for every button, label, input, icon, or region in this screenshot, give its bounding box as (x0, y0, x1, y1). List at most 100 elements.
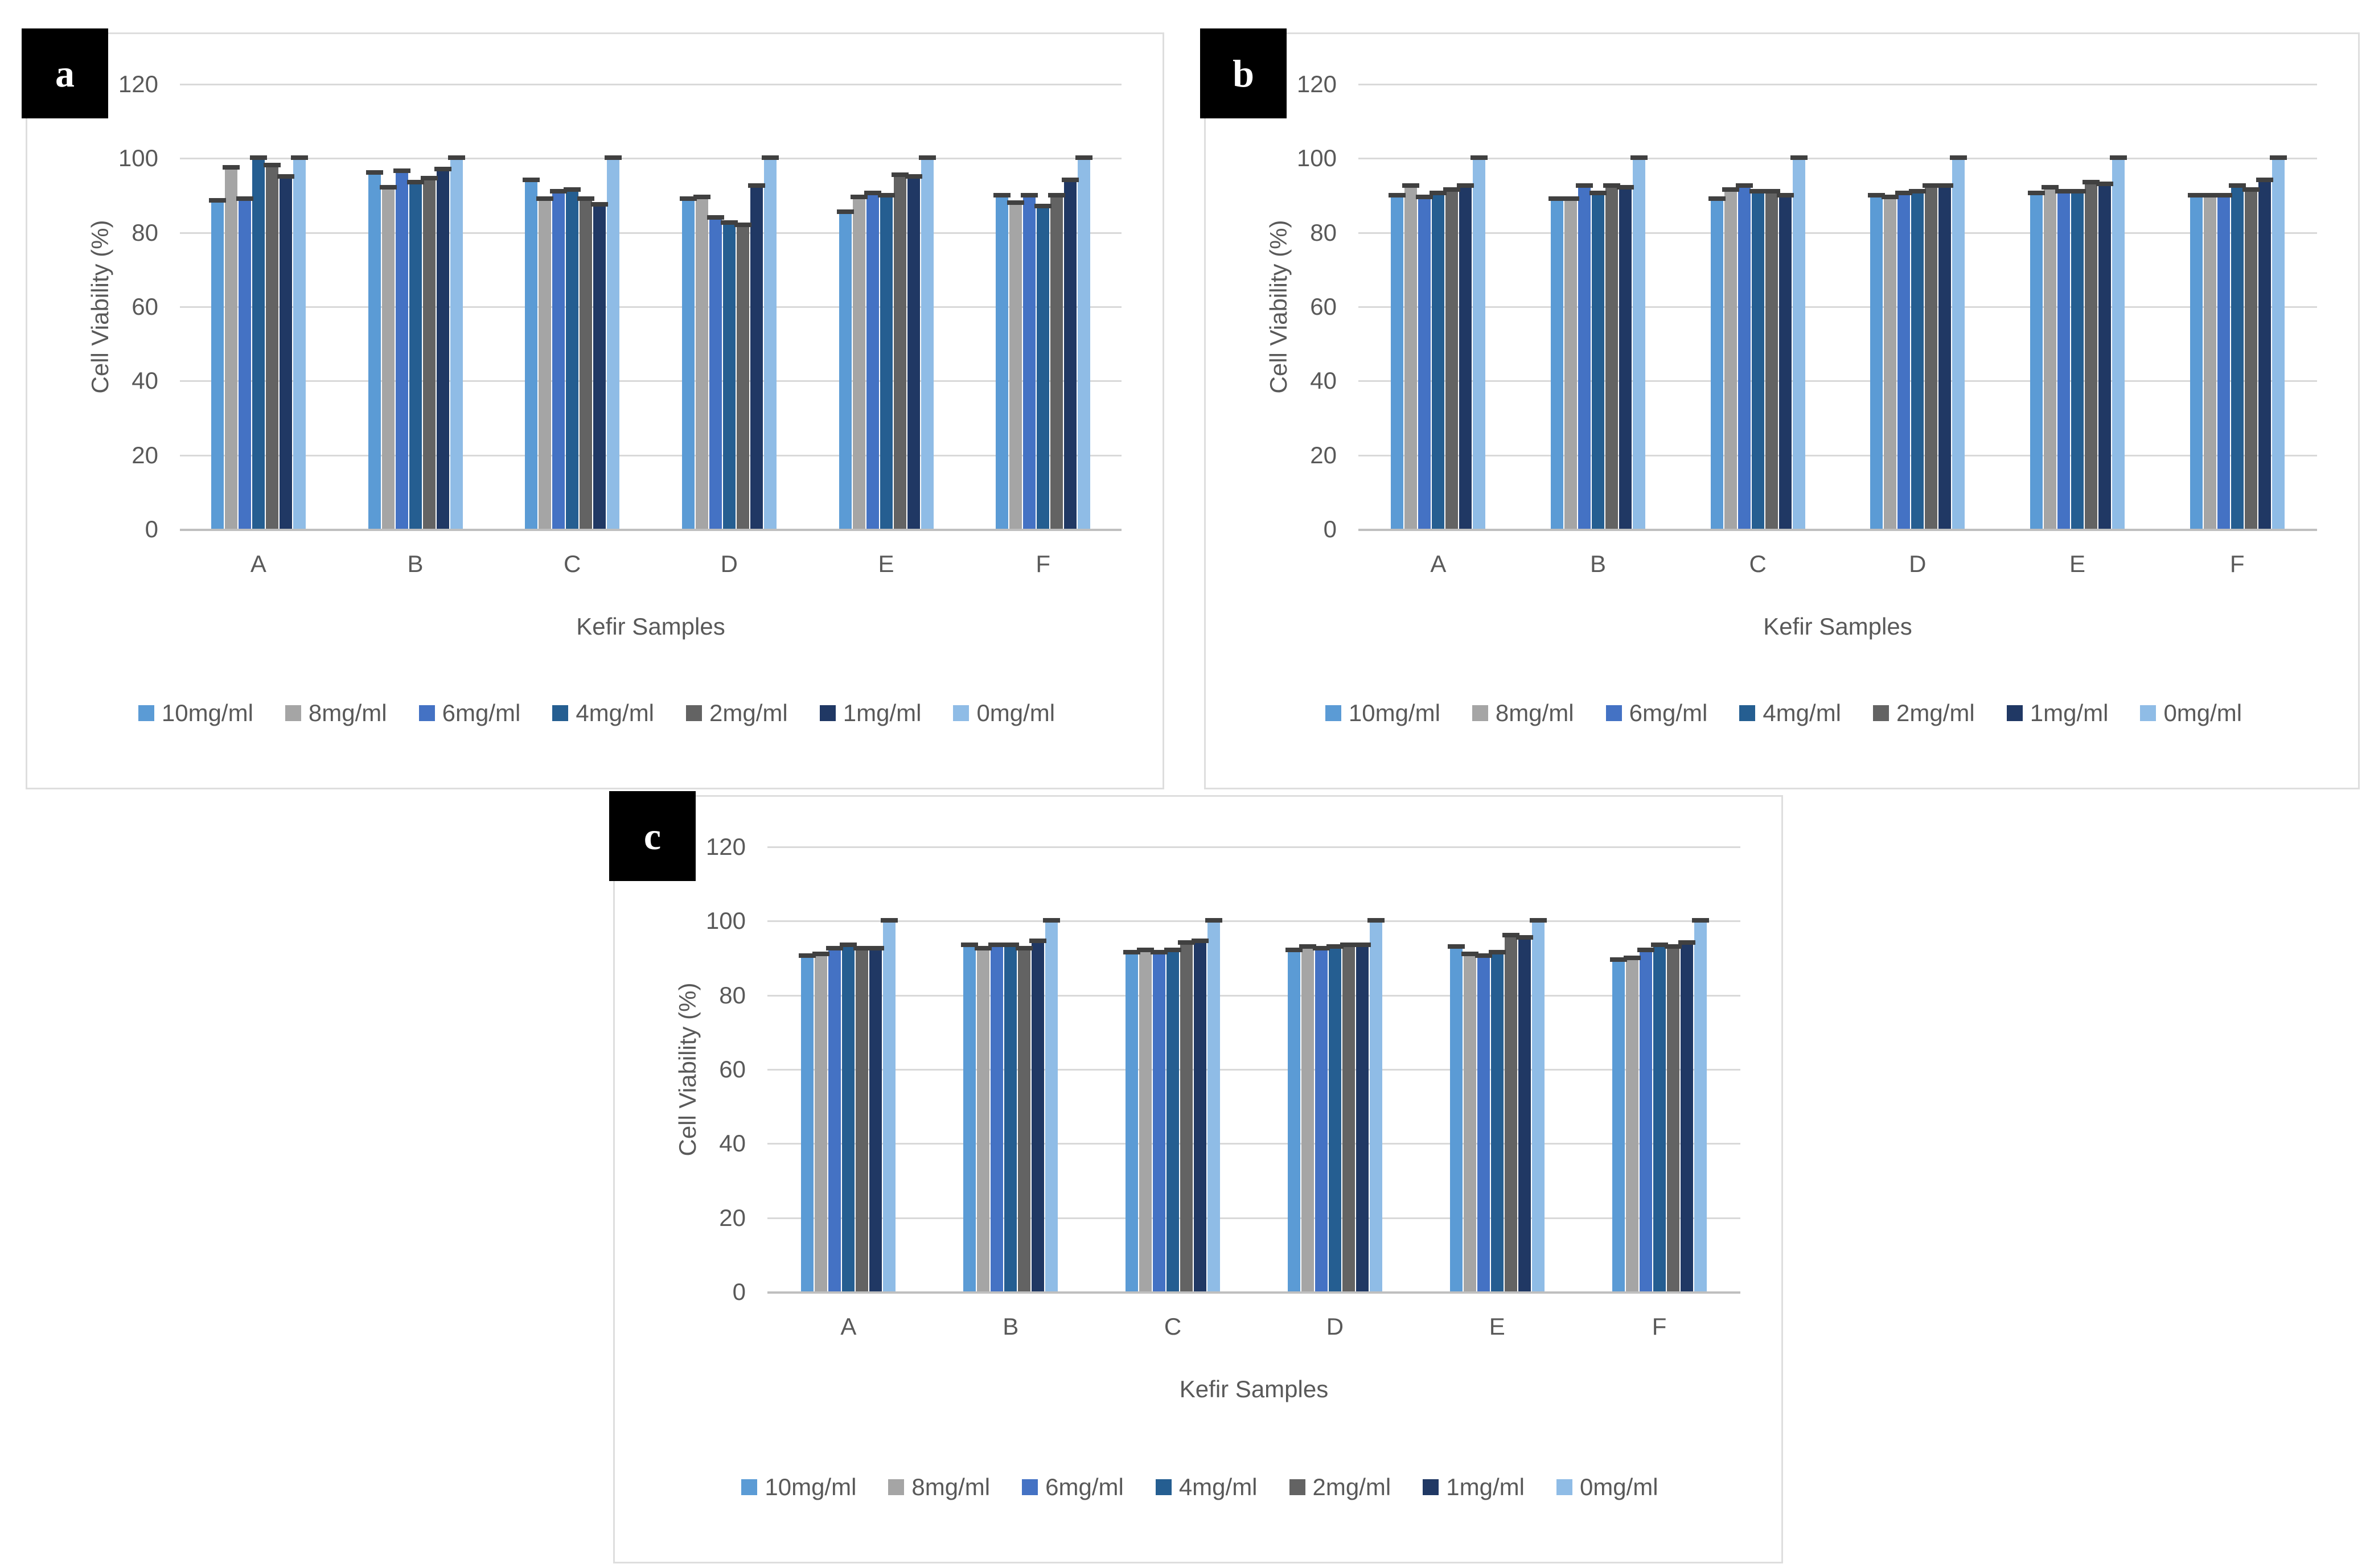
panel-label-box-a: a (22, 28, 108, 118)
error-bar-cap (1909, 188, 1927, 194)
legend-label: 8mg/ml (1495, 699, 1574, 726)
bar-1mg/ml-E (2098, 184, 2111, 529)
bar-1mg/ml-B (436, 169, 449, 529)
bar-4mg/ml-D (722, 223, 736, 529)
y-tick-label: 60 (1310, 293, 1337, 320)
error-bar-cap (918, 155, 936, 160)
x-axis-title: Kefir Samples (1179, 1376, 1329, 1402)
bar-8mg/ml-F (1009, 203, 1022, 529)
bar-0mg/ml-E (1531, 921, 1545, 1292)
error-bar-cap (1950, 155, 1968, 160)
bar-1mg/ml-C (1778, 195, 1792, 529)
legend-item-4mg/ml: 4mg/ml (1155, 1474, 1258, 1500)
error-bar-cap (1650, 942, 1668, 947)
bar-2mg/ml-A (1445, 190, 1459, 529)
error-bar-cap (853, 946, 871, 951)
error-bar-cap (1882, 194, 1899, 199)
bar-0mg/ml-A (293, 158, 306, 529)
legend-swatch (819, 705, 836, 721)
error-bar-cap (2228, 183, 2246, 188)
bar-4mg/ml-E (880, 195, 893, 529)
legend-item-6mg/ml: 6mg/ml (1605, 701, 1707, 725)
bar-10mg/ml-C (525, 180, 538, 529)
bar-0mg/ml-B (450, 158, 463, 529)
bar-10mg/ml-A (211, 201, 224, 529)
bar-8mg/ml-D (1884, 197, 1897, 529)
bar-6mg/ml-F (1023, 195, 1036, 529)
bar-10mg/ml-D (1870, 195, 1883, 529)
legend-label: 2mg/ml (1312, 1474, 1391, 1500)
error-bar-cap (747, 183, 765, 188)
legend-label: 4mg/ml (1178, 1474, 1258, 1500)
bar-4mg/ml-A (252, 158, 265, 529)
error-bar-cap (379, 185, 397, 190)
bar-4mg/ml-C (566, 190, 579, 529)
legend-swatch (1605, 705, 1622, 721)
bar-2mg/ml-A (265, 166, 278, 529)
legend-swatch (1022, 1479, 1038, 1495)
error-bar-cap (1430, 191, 1447, 196)
error-bar-cap (961, 942, 979, 947)
legend-label: 10mg/ml (765, 1474, 857, 1500)
legend-label: 0mg/ml (2163, 699, 2242, 726)
bar-0mg/ml-E (921, 158, 934, 529)
chart-panel-c: c 0 20 40 60 80 100 120 A B C D E F Kefir Samples Cell … (609, 791, 1783, 1563)
bar-0mg/ml-C (607, 158, 620, 529)
error-bar-cap (1776, 192, 1794, 197)
legend-swatch (1289, 1479, 1305, 1495)
error-bar-cap (761, 155, 779, 160)
bar-8mg/ml-A (1404, 186, 1418, 529)
bar-4mg/ml-B (409, 182, 422, 529)
error-bar-cap (1326, 944, 1344, 949)
bar-10mg/ml-C (1126, 952, 1139, 1292)
x-tick-label-A: A (1430, 550, 1447, 577)
bar-1mg/ml-B (1619, 188, 1632, 529)
error-bar-cap (1637, 948, 1654, 953)
y-tick-label: 0 (145, 516, 158, 542)
legend-item-2mg/ml: 2mg/ml (686, 701, 788, 725)
error-bar-cap (693, 194, 710, 199)
bar-2mg/ml-C (580, 199, 593, 529)
legend-label: 4mg/ml (1763, 699, 1842, 726)
x-axis-line (180, 529, 1122, 531)
legend-swatch (1325, 705, 1341, 721)
legend-label: 0mg/ml (976, 699, 1055, 726)
gridline (1358, 84, 2317, 85)
legend-item-6mg/ml: 6mg/ml (1022, 1475, 1124, 1499)
error-bar-cap (1402, 183, 1420, 188)
panel-label: a (55, 52, 75, 95)
bar-1mg/ml-F (2258, 180, 2271, 529)
y-tick-label: 80 (1310, 219, 1337, 246)
bar-1mg/ml-E (907, 176, 920, 529)
bar-4mg/ml-E (2071, 191, 2084, 529)
error-bar-cap (826, 946, 844, 951)
error-bar-cap (591, 201, 609, 207)
x-tick-label-C: C (1164, 1313, 1182, 1340)
error-bar-cap (1192, 939, 1209, 944)
error-bar-cap (550, 188, 568, 194)
error-bar-cap (2110, 155, 2127, 160)
x-tick-label-F: F (1652, 1313, 1667, 1340)
legend-item-0mg/ml: 0mg/ml (1556, 1475, 1658, 1499)
legend-item-8mg/ml: 8mg/ml (1472, 701, 1574, 725)
error-bar-cap (1021, 192, 1038, 197)
legend-swatch (418, 705, 435, 721)
error-bar-cap (564, 187, 581, 192)
bar-8mg/ml-B (1564, 199, 1577, 529)
bar-0mg/ml-C (1207, 921, 1221, 1292)
bar-2mg/ml-D (1342, 945, 1355, 1292)
y-tick-label: 100 (705, 907, 746, 935)
bar-8mg/ml-B (381, 188, 395, 529)
bar-8mg/ml-C (1724, 190, 1737, 529)
legend-swatch (888, 1479, 905, 1495)
error-bar-cap (605, 155, 622, 160)
bar-1mg/ml-C (593, 204, 606, 529)
bar-8mg/ml-A (815, 954, 828, 1292)
x-tick-label-C: C (563, 550, 581, 577)
y-axis-title: Cell Viability (%) (674, 982, 701, 1157)
bar-1mg/ml-F (1064, 180, 1077, 529)
bar-8mg/ml-E (852, 197, 865, 529)
bar-1mg/ml-D (1938, 186, 1952, 529)
error-bar-cap (867, 946, 885, 951)
error-bar-cap (1043, 918, 1061, 923)
